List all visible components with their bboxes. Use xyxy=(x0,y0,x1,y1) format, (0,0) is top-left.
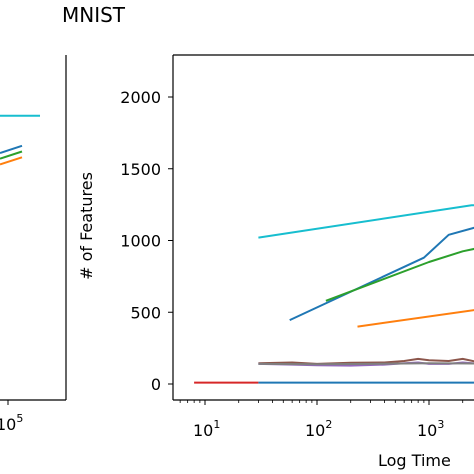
y-tick-label: 1000 xyxy=(120,232,161,251)
left-series-line-3 xyxy=(0,156,23,166)
x-axis-label: Log Time xyxy=(378,451,451,470)
series-group xyxy=(194,204,474,384)
y-tick-label: 2000 xyxy=(120,88,161,107)
left-panel-xtick-label: 105 xyxy=(0,412,23,434)
left-panel-series xyxy=(0,114,40,166)
series-line-2 xyxy=(325,247,474,302)
left-series-line-2 xyxy=(0,150,23,160)
left-panel: 105 xyxy=(0,55,67,434)
series-line-0 xyxy=(258,204,474,239)
series-line-3 xyxy=(357,309,474,328)
left-series-line-1 xyxy=(0,144,23,154)
y-ticks: 0 500 1000 1500 2000 xyxy=(120,88,173,394)
y-tick-label: 0 xyxy=(151,375,161,394)
x-tick-label: 102 xyxy=(305,418,332,440)
series-line-6 xyxy=(258,362,474,366)
chart-title: MNIST xyxy=(62,3,126,27)
y-axis-label: # of Features xyxy=(77,172,96,280)
y-tick-label: 500 xyxy=(130,303,161,322)
y-tick-label: 1500 xyxy=(120,160,161,179)
main-panel: 0 500 1000 1500 2000 101 102 103 # of Features… xyxy=(77,54,474,470)
x-tick-label: 103 xyxy=(417,418,444,440)
series-line-1 xyxy=(289,226,474,322)
x-tick-label: 101 xyxy=(193,418,220,440)
x-ticks: 101 102 103 xyxy=(193,400,444,440)
